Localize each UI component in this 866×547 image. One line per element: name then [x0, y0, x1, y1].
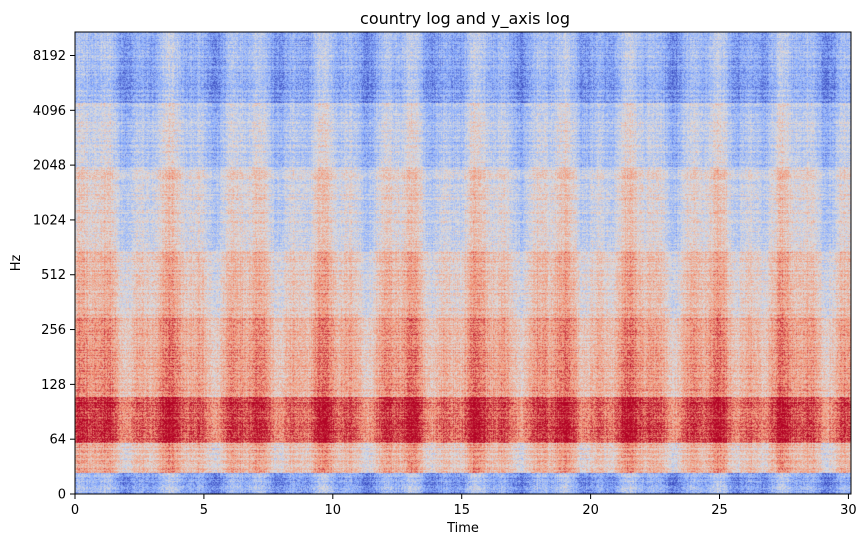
y-tick-label: 128 — [41, 378, 66, 393]
plot-frame — [74, 31, 852, 495]
y-tick-label: 64 — [49, 433, 66, 448]
y-tick-label: 0 — [58, 488, 66, 503]
x-tick-label: 15 — [453, 503, 470, 518]
x-tick-label: 20 — [582, 503, 599, 518]
y-axis: 0 64 128 256 512 1024 2048 4096 8192 — [33, 49, 75, 503]
chart-title: country log and y_axis log — [360, 9, 570, 29]
x-axis: 0 5 10 15 20 25 30 — [71, 494, 857, 518]
x-tick-label: 30 — [840, 503, 857, 518]
y-axis-label: Hz — [9, 255, 24, 272]
y-tick-label: 4096 — [33, 104, 66, 119]
x-axis-label: Time — [446, 521, 479, 536]
y-tick-label: 1024 — [33, 213, 66, 228]
x-tick-label: 5 — [200, 503, 208, 518]
y-tick-label: 512 — [41, 268, 66, 283]
y-tick-label: 2048 — [33, 159, 66, 174]
spectrogram-heatmap — [75, 32, 851, 494]
y-tick-label: 256 — [41, 323, 66, 338]
y-tick-label: 8192 — [33, 49, 66, 64]
x-tick-label: 25 — [711, 503, 728, 518]
plot-area — [74, 31, 852, 495]
x-tick-label: 0 — [71, 503, 79, 518]
x-tick-label: 10 — [325, 503, 342, 518]
